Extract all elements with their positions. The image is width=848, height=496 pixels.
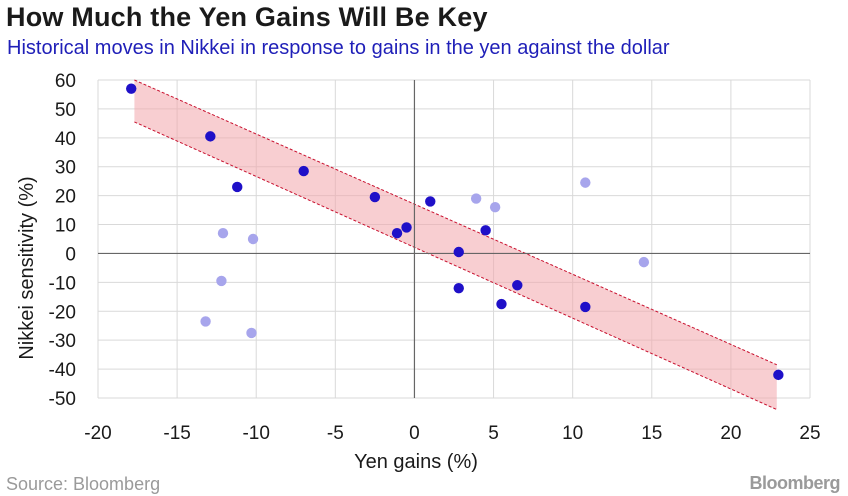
x-tick-label: 10: [562, 423, 583, 444]
data-point-dark: [580, 301, 591, 313]
x-axis-label: Yen gains (%): [354, 451, 478, 473]
data-point-light: [216, 275, 227, 287]
x-tick-label: -10: [242, 423, 269, 444]
data-point-dark: [391, 228, 403, 239]
x-tick-label: -20: [84, 423, 111, 444]
x-tick-label: -5: [327, 423, 344, 444]
data-point-light: [217, 228, 229, 239]
band-upper-edge: [134, 79, 777, 366]
x-tick-label: 5: [488, 423, 499, 444]
data-point-dark: [401, 222, 412, 233]
band-lower-edge: [134, 121, 777, 411]
y-tick-label: 20: [55, 187, 76, 208]
y-tick-label: 0: [65, 244, 76, 265]
data-point-light: [489, 202, 501, 213]
regression-band: [134, 79, 777, 411]
brand-logo: Bloomberg: [749, 473, 840, 493]
data-point-dark: [369, 191, 381, 203]
y-tick-labels: 60 50 40 30 20 10 0 -10 -20 -30 -40 -50: [49, 71, 76, 410]
data-point-light: [200, 316, 211, 327]
y-tick-label: 30: [55, 158, 76, 179]
data-point-dark: [512, 280, 523, 291]
data-point-dark: [126, 83, 137, 94]
x-tick-label: 25: [799, 423, 820, 444]
source-note: Source: Bloomberg: [6, 474, 161, 494]
data-point-dark: [205, 131, 216, 142]
data-point-light: [470, 193, 482, 204]
x-tick-label: 20: [720, 423, 741, 444]
y-tick-label: 60: [55, 71, 76, 92]
y-tick-label: -50: [49, 389, 76, 410]
data-point-dark: [773, 369, 784, 381]
data-point-dark: [453, 246, 464, 258]
data-point-light: [247, 233, 259, 245]
y-tick-label: -30: [49, 331, 76, 352]
y-tick-label: -10: [49, 273, 76, 294]
data-point-light: [638, 256, 650, 268]
data-point-light: [580, 177, 591, 188]
data-point-dark: [496, 298, 507, 310]
data-point-dark: [480, 225, 491, 236]
y-tick-label: 40: [55, 129, 76, 150]
chart-title: How Much the Yen Gains Will Be Key: [6, 2, 488, 32]
y-tick-label: -20: [49, 302, 76, 323]
x-tick-label: 0: [409, 423, 420, 444]
y-tick-label: 10: [55, 216, 76, 237]
data-point-dark: [298, 165, 309, 177]
x-tick-label: 15: [641, 423, 662, 444]
x-tick-label: -15: [163, 423, 190, 444]
y-tick-label: -40: [49, 360, 76, 381]
y-axis-label: Nikkei sensitivity (%): [16, 176, 38, 359]
data-point-dark: [425, 196, 436, 207]
y-tick-label: 50: [55, 100, 76, 121]
chart-subtitle: Historical moves in Nikkei in response t…: [7, 37, 670, 59]
band-fill: [134, 80, 777, 410]
data-point-light: [246, 327, 257, 339]
data-points: [126, 83, 784, 381]
x-tick-labels: -20 -15 -10 -5 0 5 10 15 20 25: [84, 423, 820, 444]
data-point-dark: [232, 181, 243, 193]
data-point-dark: [453, 282, 464, 294]
